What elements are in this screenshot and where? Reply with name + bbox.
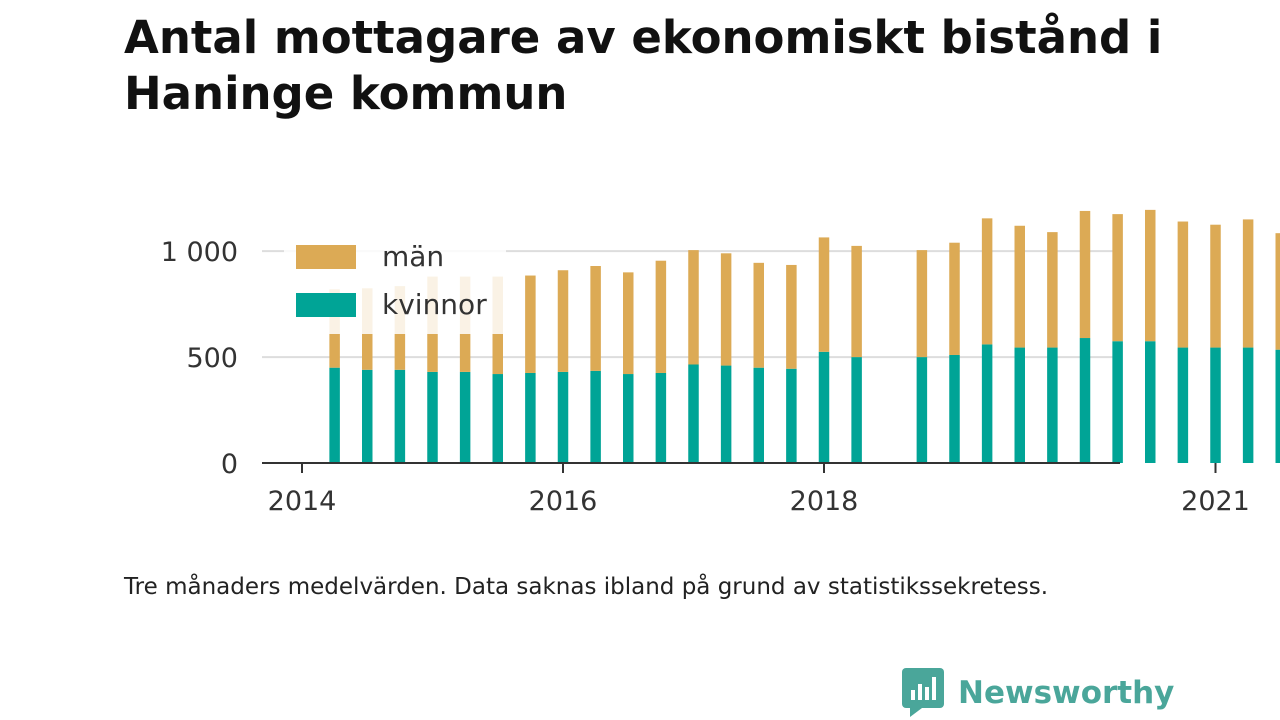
x-tick-label: 2018 <box>790 486 859 517</box>
bar-man <box>1014 225 1025 348</box>
bar-man <box>623 272 634 375</box>
bar-kvinnor <box>1177 347 1189 463</box>
bar-man <box>1242 219 1254 348</box>
bar-kvinnor <box>525 372 536 463</box>
bar-man <box>851 245 862 358</box>
bar-kvinnor <box>459 371 471 463</box>
newsworthy-logo-icon <box>902 668 944 717</box>
bar-man <box>1079 210 1091 339</box>
bar-man <box>1047 232 1058 348</box>
bar-man <box>818 237 830 352</box>
bar-kvinnor <box>949 354 960 463</box>
bar-kvinnor <box>492 374 503 463</box>
bar-man <box>1275 233 1280 350</box>
bar-kvinnor <box>1275 349 1280 463</box>
x-tick-label: 2014 <box>268 486 337 517</box>
legend-swatch-man <box>296 245 356 269</box>
bar-kvinnor <box>427 371 438 463</box>
bar-kvinnor <box>1112 341 1123 463</box>
bar-kvinnor <box>1079 338 1091 463</box>
newsworthy-brand: Newsworthy <box>902 668 1174 718</box>
legend-swatch-kvinnor <box>296 293 356 317</box>
bar-man <box>1112 214 1123 342</box>
bar-man <box>1177 221 1189 348</box>
bar-man <box>981 218 993 345</box>
bar-man <box>753 262 764 368</box>
bar-man <box>720 253 732 366</box>
x-tick-label: 2016 <box>529 486 598 517</box>
x-tick-label: 2021 <box>1181 486 1250 517</box>
legend-label-man: män <box>382 240 444 273</box>
bar-man <box>590 266 601 371</box>
chart-title: Antal mottagare av ekonomiskt bistånd i … <box>124 11 1163 120</box>
bar-kvinnor <box>1210 347 1221 463</box>
bar-kvinnor <box>394 369 406 463</box>
bar-kvinnor <box>720 365 732 463</box>
bar-kvinnor <box>623 374 634 463</box>
brand-name: Newsworthy <box>958 675 1175 711</box>
y-tick-label: 1 000 <box>161 237 238 268</box>
bar-man <box>688 250 699 365</box>
y-tick-label: 0 <box>221 449 238 480</box>
legend: män kvinnor <box>284 238 506 334</box>
bar-man <box>1145 209 1156 342</box>
bar-kvinnor <box>1242 347 1254 463</box>
bar-man <box>916 250 928 358</box>
bar-kvinnor <box>1014 347 1025 463</box>
bar-kvinnor <box>1047 347 1058 463</box>
bar-kvinnor <box>362 369 373 463</box>
bar-kvinnor <box>851 357 862 463</box>
bar-man <box>1210 224 1221 348</box>
bar-man <box>949 242 960 355</box>
bar-kvinnor <box>1145 341 1156 463</box>
bar-kvinnor <box>557 371 569 463</box>
bar-kvinnor <box>590 370 601 463</box>
y-tick-label: 500 <box>186 343 238 374</box>
bar-kvinnor <box>753 367 764 463</box>
bar-man <box>525 275 536 373</box>
bar-man <box>786 264 797 369</box>
bar-kvinnor <box>786 368 797 463</box>
bar-kvinnor <box>329 367 340 463</box>
bar-kvinnor <box>916 357 928 463</box>
bar-kvinnor <box>981 344 993 463</box>
bar-kvinnor <box>688 364 699 463</box>
bar-man <box>557 270 569 372</box>
chart-footnote: Tre månaders medelvärden. Data saknas ib… <box>124 574 1049 600</box>
bar-kvinnor <box>818 351 830 463</box>
legend-label-kvinnor: kvinnor <box>382 288 487 321</box>
bar-kvinnor <box>655 372 667 463</box>
bar-man <box>655 260 667 373</box>
